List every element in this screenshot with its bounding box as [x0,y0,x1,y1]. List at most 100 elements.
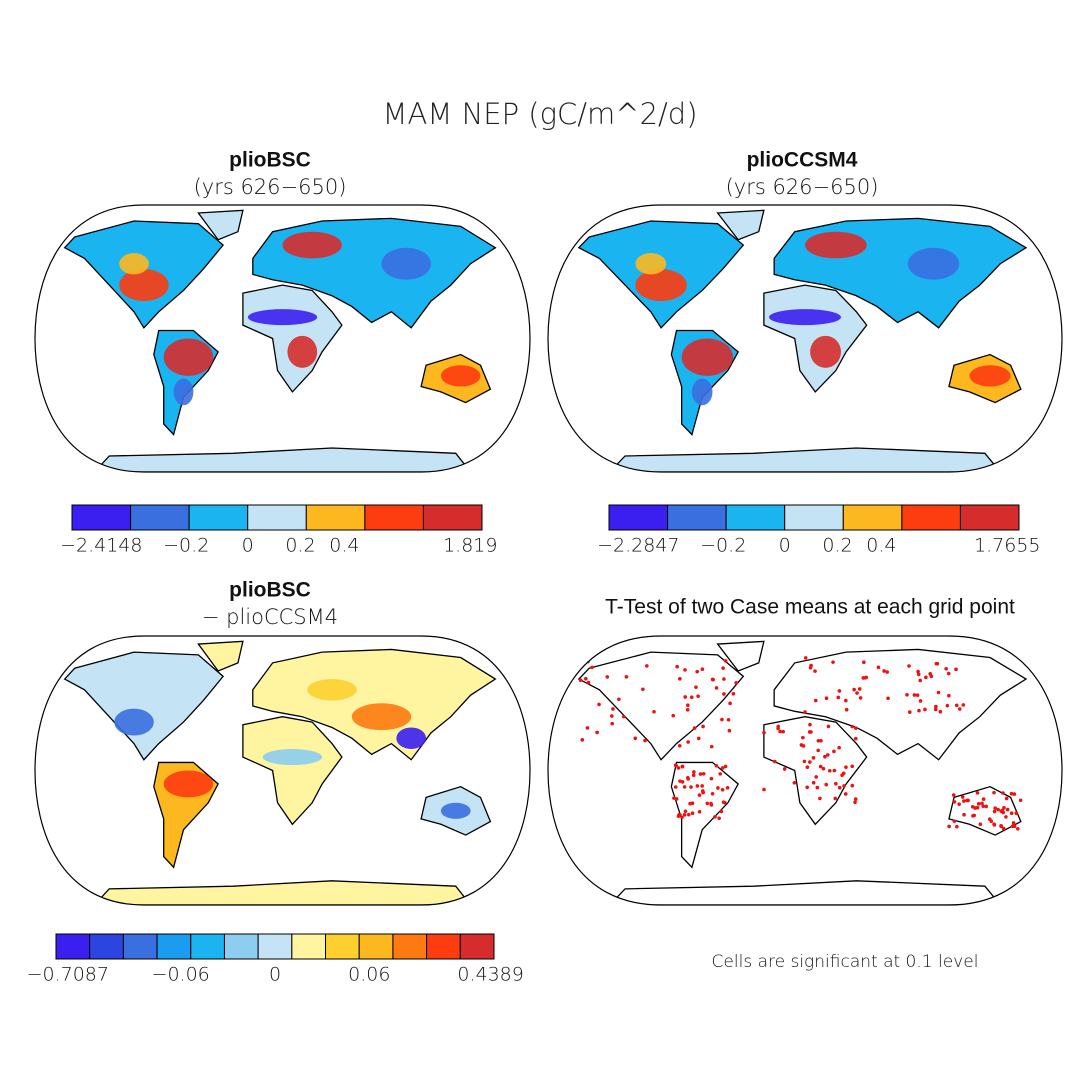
field-patch [969,365,1011,387]
significant-cell [1012,792,1017,796]
colorbar-box [223,933,259,960]
significant-cell [962,799,966,803]
significant-cell [954,667,958,672]
significant-cell [672,796,676,800]
significant-cell [818,764,823,769]
colorbar-label: −2.2847 [597,535,679,557]
colorbar-box [71,504,132,531]
significant-cell [1005,807,1010,812]
significant-cell [907,710,912,714]
continent [716,640,765,672]
significant-cell [586,680,591,685]
significant-cell [697,793,702,797]
significant-cell [713,815,717,819]
colorbar-box [725,504,786,531]
significant-cell [961,703,966,707]
significant-cell [947,693,951,698]
colorbar-box [959,504,1020,531]
significant-cell [621,714,626,719]
significant-cell [801,735,805,740]
significant-cell [578,678,583,683]
significant-cell [992,790,996,795]
significant-cell [858,696,863,700]
significant-cell [584,676,588,681]
colorbar-label: −2.4148 [60,535,142,557]
significant-cell [710,677,715,682]
continent [608,880,1002,905]
significant-cell [705,801,710,806]
significant-cell [947,824,951,829]
field-patch [114,708,154,736]
colorbar-label: 0.4 [329,535,359,557]
colorbar-box [156,933,192,960]
panel-subtitle: (yrs 626−650) [194,175,347,199]
significant-cell [853,797,858,801]
significant-cell [1001,826,1006,831]
significant-cell [700,667,705,672]
significant-cell [905,692,909,697]
significant-cell [734,681,738,685]
field-patch [440,802,471,819]
colorbar-label: −0.2 [700,535,746,557]
significant-cell [915,693,920,697]
field-patch [307,679,357,701]
field-patch [119,269,169,302]
significant-cell [1004,815,1008,819]
significant-cell [675,664,679,669]
significant-cell [1009,811,1014,816]
continent [63,651,225,761]
panel-note: Cells are significant at 0.1 level [712,952,979,972]
field-patch [635,253,667,275]
field-patch [262,748,323,766]
significant-cell [989,819,994,824]
significant-cell [773,759,777,764]
significant-cell [690,811,695,816]
significant-cell [819,738,823,743]
significant-cell [762,787,766,792]
significant-cell [686,703,690,708]
significant-cell [938,709,943,714]
significant-cell [674,797,679,801]
significant-cell [844,765,848,769]
significant-cell [696,694,700,698]
significant-cell [701,724,705,729]
significant-cell [720,717,724,722]
significant-cell [853,736,858,741]
significant-cell [710,791,715,796]
significant-cell [827,768,832,773]
panel-subtitle: (yrs 626−650) [726,175,879,199]
significant-cell [1001,791,1005,795]
colorbar-box [89,933,124,960]
colorbar-label: −0.7087 [27,964,109,986]
significant-cell [686,812,691,817]
significant-cell [837,785,842,790]
significant-cell [825,753,830,757]
significant-cell [726,717,731,722]
continent [197,209,244,241]
significant-cell [717,816,721,821]
panel-subtitle: − plioCCSM4 [202,605,338,629]
significant-cell [683,809,688,814]
significant-cell [609,714,614,718]
significant-cell [803,656,808,660]
colorbar-box [190,933,225,960]
significant-cell [842,784,846,788]
significant-cell [645,664,649,668]
significant-cell [882,669,886,673]
significant-cell [617,697,621,702]
significant-cell [673,785,678,789]
significant-cell [954,703,959,708]
significant-cell [980,801,984,806]
colorbar-label: 0.4 [866,535,896,557]
colorbar-box [122,933,158,960]
field-patch [247,309,318,326]
significant-cell [976,802,981,806]
colorbar-box [358,933,394,960]
field-patch [396,727,427,749]
significant-cell [728,701,732,706]
colorbar-box [392,933,428,960]
continent [773,648,1028,761]
significant-cell [965,798,969,803]
significant-cell [682,785,687,789]
significant-cell [824,696,829,701]
